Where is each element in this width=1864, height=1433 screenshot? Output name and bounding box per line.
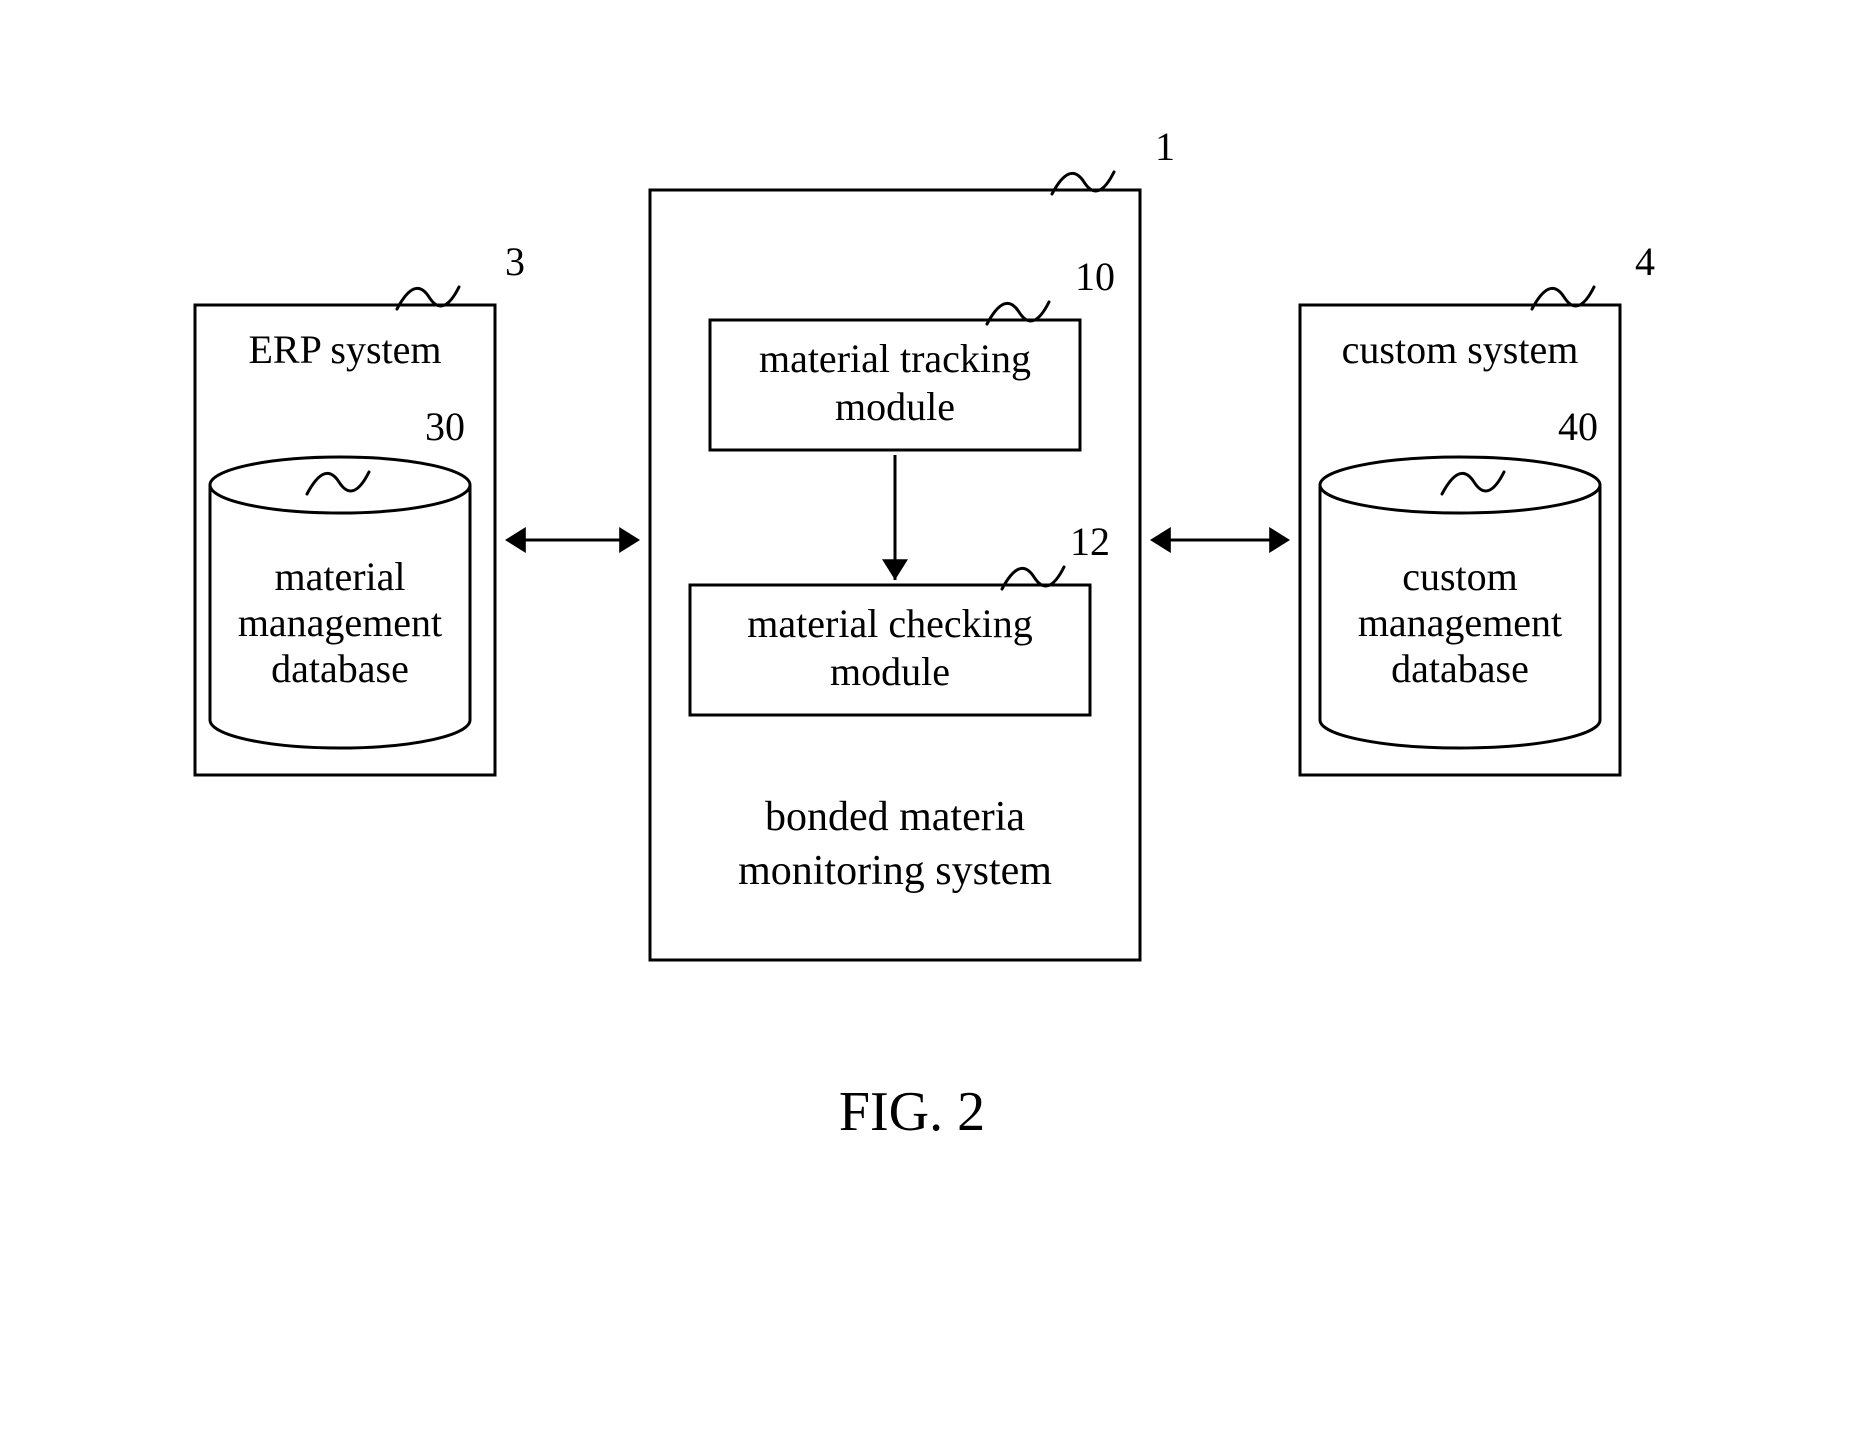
leader-mark <box>1442 472 1504 494</box>
arrowhead <box>1150 527 1171 553</box>
arrowhead <box>882 559 908 580</box>
arrowhead <box>1269 527 1290 553</box>
leader-30: 30 <box>425 404 465 449</box>
arrowhead <box>505 527 526 553</box>
leader-12: 12 <box>1070 519 1110 564</box>
center-caption: monitoring system <box>738 848 1052 894</box>
leader-1: 1 <box>1155 124 1175 169</box>
custom-db-label: custom <box>1402 554 1518 599</box>
custom-title: custom system <box>1342 327 1579 372</box>
leader-mark <box>307 472 369 494</box>
erp-system-box <box>195 305 495 775</box>
figure-caption: FIG. 2 <box>839 1081 985 1143</box>
arrowhead <box>619 527 640 553</box>
erp-db-label: management <box>238 600 442 645</box>
tracking-label: material tracking <box>759 336 1031 381</box>
custom-system-box <box>1300 305 1620 775</box>
erp-db-label: material <box>274 554 405 599</box>
custom-db-cylinder-top <box>1320 457 1600 513</box>
custom-db-cylinder-bottom <box>1320 720 1600 748</box>
erp-title: ERP system <box>249 327 442 372</box>
leader-40: 40 <box>1558 404 1598 449</box>
erp-db-cylinder-bottom <box>210 720 470 748</box>
leader-10: 10 <box>1075 254 1115 299</box>
erp-db-label: database <box>271 646 409 691</box>
custom-db-label: database <box>1391 646 1529 691</box>
checking-label: module <box>830 649 950 694</box>
tracking-label: module <box>835 384 955 429</box>
leader-4: 4 <box>1635 239 1655 284</box>
custom-db-label: management <box>1358 600 1562 645</box>
center-caption: bonded materia <box>765 794 1025 840</box>
checking-label: material checking <box>747 601 1032 646</box>
leader-3: 3 <box>505 239 525 284</box>
